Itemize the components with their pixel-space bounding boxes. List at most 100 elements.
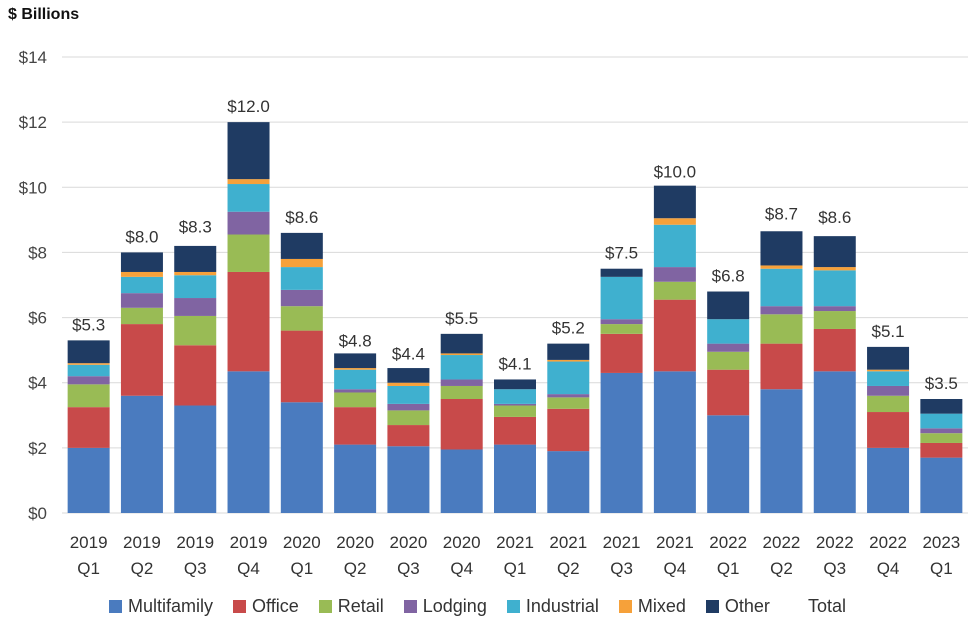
bar-segment-other xyxy=(760,231,803,266)
bar-segment-office xyxy=(387,425,430,447)
y-tick-label: $0 xyxy=(28,504,47,523)
bar-segment-retail xyxy=(120,307,163,325)
bar-segment-lodging xyxy=(707,343,750,352)
bar-segment-lodging xyxy=(120,293,163,308)
x-tick-label-year: 2020 xyxy=(283,533,321,552)
bar-segment-multifamily xyxy=(653,371,696,513)
total-label: $8.0 xyxy=(125,227,158,246)
total-label: $3.5 xyxy=(925,374,958,393)
bar-segment-mixed xyxy=(174,271,217,276)
bar-segment-multifamily xyxy=(440,449,483,513)
bar-segment-lodging xyxy=(334,389,377,393)
bar-segment-lodging xyxy=(387,403,430,411)
y-tick-label: $6 xyxy=(28,309,47,328)
bar-segment-retail xyxy=(867,395,910,413)
x-tick-label-quarter: Q3 xyxy=(610,559,633,578)
x-tick-label-year: 2020 xyxy=(336,533,374,552)
bar-segment-other xyxy=(653,185,696,219)
bar-segment-lodging xyxy=(280,289,323,307)
x-tick-label-quarter: Q3 xyxy=(823,559,846,578)
bar-segment-retail xyxy=(600,324,643,334)
x-tick-label-quarter: Q3 xyxy=(184,559,207,578)
bar-segment-other xyxy=(920,399,963,414)
bar-segment-retail xyxy=(227,234,270,272)
x-tick-label-quarter: Q4 xyxy=(237,559,260,578)
bar-segment-office xyxy=(707,369,750,416)
bar-segment-mixed xyxy=(334,368,377,370)
legend-item-industrial: Industrial xyxy=(506,595,599,617)
x-tick-label-year: 2020 xyxy=(443,533,481,552)
bar-segment-multifamily xyxy=(387,446,430,513)
bar-segment-mixed xyxy=(760,265,803,269)
total-label: $8.6 xyxy=(285,208,318,227)
bar-segment-office xyxy=(494,416,536,445)
x-tick-label-year: 2019 xyxy=(70,533,108,552)
legend-label: Other xyxy=(724,595,770,616)
total-label: $4.1 xyxy=(498,354,531,373)
bar-segment-industrial xyxy=(227,184,270,212)
legend-label: Retail xyxy=(337,595,384,616)
bar-segment-other xyxy=(280,232,323,259)
total-label: $4.4 xyxy=(392,345,425,364)
bar-segment-industrial xyxy=(440,355,483,380)
chart-legend: Multifamily Office Retail Lodging Industrial… xyxy=(0,593,975,619)
bar-segment-lodging xyxy=(547,394,590,398)
x-tick-label-year: 2021 xyxy=(603,533,641,552)
bar-segment-retail xyxy=(440,385,483,399)
bar-segment-multifamily xyxy=(334,444,377,513)
bar-segment-lodging xyxy=(440,379,483,386)
bar-segment-multifamily xyxy=(547,451,590,513)
bar-segment-other xyxy=(174,245,217,272)
bar-segment-office xyxy=(334,407,377,445)
legend-item-retail: Retail xyxy=(318,595,384,617)
x-tick-label-quarter: Q4 xyxy=(450,559,473,578)
bar-segment-mixed xyxy=(120,271,163,277)
bar-segment-mixed xyxy=(280,258,323,268)
bar-segment-mixed xyxy=(67,363,110,365)
bar-segment-retail xyxy=(547,397,590,409)
x-tick-label-year: 2020 xyxy=(389,533,427,552)
legend-swatch xyxy=(318,599,332,613)
legend-item-total: Total xyxy=(807,595,846,616)
x-tick-label-year: 2019 xyxy=(230,533,268,552)
bar-segment-lodging xyxy=(813,306,856,312)
bar-segment-multifamily xyxy=(227,371,270,513)
x-tick-label-quarter: Q3 xyxy=(397,559,420,578)
bar-segment-multifamily xyxy=(813,371,856,513)
bar-segment-lodging xyxy=(227,211,270,235)
bar-segment-lodging xyxy=(867,385,910,396)
bar-segment-office xyxy=(174,345,217,406)
x-tick-label-year: 2022 xyxy=(709,533,747,552)
bar-segment-multifamily xyxy=(494,444,536,513)
bar-segment-industrial xyxy=(813,270,856,307)
legend-item-lodging: Lodging xyxy=(403,596,487,617)
total-label: $12.0 xyxy=(227,97,270,116)
total-label: $8.3 xyxy=(179,218,212,237)
bar-segment-lodging xyxy=(494,403,536,406)
bar-segment-lodging xyxy=(67,376,110,385)
total-label: $5.5 xyxy=(445,309,478,328)
bar-segment-retail xyxy=(707,351,750,370)
bar-segment-industrial xyxy=(67,364,110,377)
bar-segment-retail xyxy=(174,315,217,346)
x-tick-label-year: 2022 xyxy=(869,533,907,552)
bar-segment-industrial xyxy=(600,276,643,320)
x-tick-label-quarter: Q1 xyxy=(290,559,313,578)
bar-segment-lodging xyxy=(174,298,217,316)
bar-segment-industrial xyxy=(707,319,750,344)
bar-segment-multifamily xyxy=(67,447,110,513)
legend-swatch xyxy=(109,599,123,613)
legend-swatch xyxy=(618,599,632,613)
bar-segment-office xyxy=(120,324,163,396)
legend-label: Industrial xyxy=(525,595,599,616)
bar-segment-retail xyxy=(494,405,536,417)
y-tick-label: $12 xyxy=(19,113,47,132)
legend-item-office: Office xyxy=(233,596,299,617)
bar-segment-other xyxy=(813,236,856,268)
bar-segment-lodging xyxy=(600,319,643,325)
total-label: $6.8 xyxy=(712,267,745,286)
bar-segment-mixed xyxy=(387,382,430,386)
bar-segment-other xyxy=(440,333,483,354)
bar-segment-lodging xyxy=(760,306,803,315)
